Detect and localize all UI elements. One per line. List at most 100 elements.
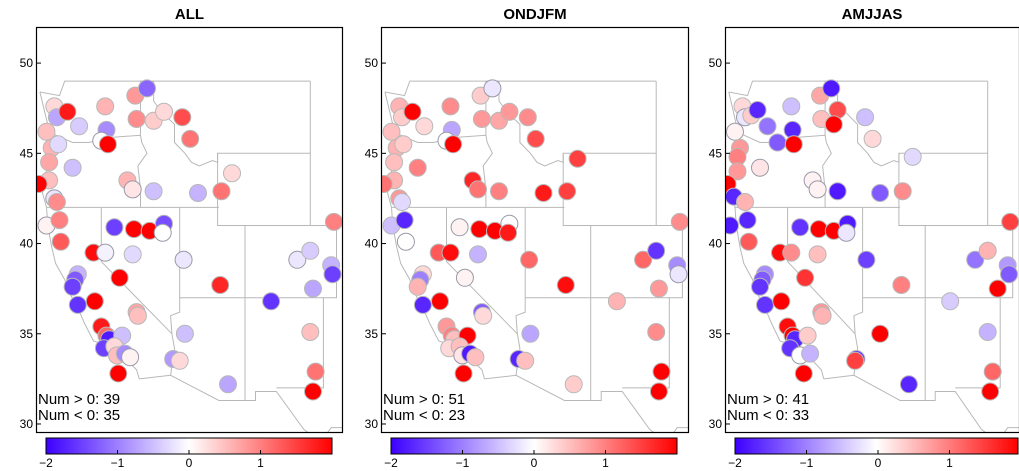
station-point	[174, 250, 193, 269]
state-border-line	[564, 225, 592, 401]
station-point	[262, 292, 281, 311]
station-point	[469, 245, 487, 264]
map-frame	[724, 26, 1019, 434]
y-tick-label: 50	[20, 56, 34, 70]
station-point	[51, 232, 70, 251]
station-point	[892, 276, 911, 294]
count-negative: Num < 0: 23	[383, 407, 465, 424]
colorbar-tick-label: 1	[257, 456, 264, 470]
y-tick-label: 45	[20, 146, 34, 160]
station-point	[534, 184, 553, 202]
station-point	[518, 108, 537, 127]
station-point	[758, 117, 777, 136]
station-point	[304, 279, 322, 298]
station-point	[808, 180, 827, 199]
station-point	[556, 276, 575, 294]
station-point	[470, 220, 489, 239]
y-tick-label: 45	[365, 146, 379, 160]
station-point	[211, 276, 230, 294]
station-point	[403, 102, 422, 121]
station-point	[978, 323, 997, 341]
station-point	[454, 364, 473, 383]
station-points	[381, 79, 689, 401]
station-point	[96, 243, 115, 262]
station-point	[127, 110, 146, 128]
station-point	[782, 243, 801, 262]
station-point	[474, 306, 493, 325]
station-point	[301, 323, 320, 341]
station-point	[768, 133, 787, 152]
station-point	[798, 326, 817, 345]
map-area	[36, 27, 343, 433]
station-point	[441, 97, 460, 116]
station-point	[223, 164, 241, 183]
station-point	[173, 108, 192, 127]
station-point	[822, 79, 841, 98]
station-point	[772, 292, 791, 311]
state-border-line	[728, 80, 988, 97]
state-border-line	[384, 80, 657, 97]
station-point	[863, 129, 882, 148]
state-border-line	[39, 80, 311, 97]
colorbar-tick-label: 1	[602, 456, 609, 470]
y-tick-label: 40	[20, 237, 34, 251]
station-point	[490, 182, 508, 201]
station-point	[751, 277, 769, 296]
count-negative: Num < 0: 33	[727, 407, 809, 424]
state-border-line	[736, 131, 832, 208]
station-point	[558, 182, 577, 201]
station-point	[138, 79, 156, 98]
station-point	[324, 212, 343, 231]
station-point	[125, 220, 143, 239]
y-tick-label: 50	[365, 56, 379, 70]
station-point	[837, 223, 856, 242]
station-point	[68, 295, 87, 314]
map-frame	[35, 26, 344, 434]
state-border-line	[823, 374, 1019, 433]
y-tick-label: 40	[365, 237, 379, 251]
panel-title: ALL	[175, 6, 204, 23]
station-point	[441, 243, 460, 262]
station-point	[813, 306, 832, 325]
station-point	[809, 220, 828, 239]
y-tick-label: 50	[709, 56, 723, 70]
station-point	[37, 122, 56, 141]
station-points	[725, 79, 1019, 401]
station-point	[189, 184, 207, 202]
station-point	[109, 364, 128, 383]
station-point	[782, 97, 801, 116]
station-point	[726, 122, 744, 141]
station-point	[49, 135, 68, 154]
station-point	[415, 117, 434, 136]
state-border-line	[446, 207, 518, 335]
station-point	[450, 218, 469, 237]
station-point	[794, 364, 813, 383]
station-point	[824, 115, 843, 134]
station-point	[739, 232, 758, 251]
panel-title: AMJJAS	[842, 6, 903, 23]
map-area	[381, 27, 689, 433]
colorbar-tick-label: 0	[186, 456, 193, 470]
station-points	[36, 79, 343, 401]
station-point	[96, 97, 115, 116]
station-point	[500, 102, 519, 121]
station-point	[857, 250, 876, 269]
station-point	[521, 324, 540, 343]
station-point	[801, 344, 820, 363]
station-point	[526, 129, 545, 148]
station-point	[784, 135, 803, 154]
y-tick-label: 35	[20, 327, 34, 341]
panel-title: ONDJFM	[503, 6, 566, 23]
station-point	[791, 218, 810, 237]
station-point	[670, 212, 689, 231]
y-tick-label: 45	[709, 146, 723, 160]
y-tick-label: 40	[709, 237, 723, 251]
station-point	[647, 241, 666, 260]
station-point	[649, 382, 668, 401]
station-point	[408, 158, 427, 177]
count-positive: Num > 0: 39	[38, 391, 120, 408]
station-point	[649, 279, 668, 298]
